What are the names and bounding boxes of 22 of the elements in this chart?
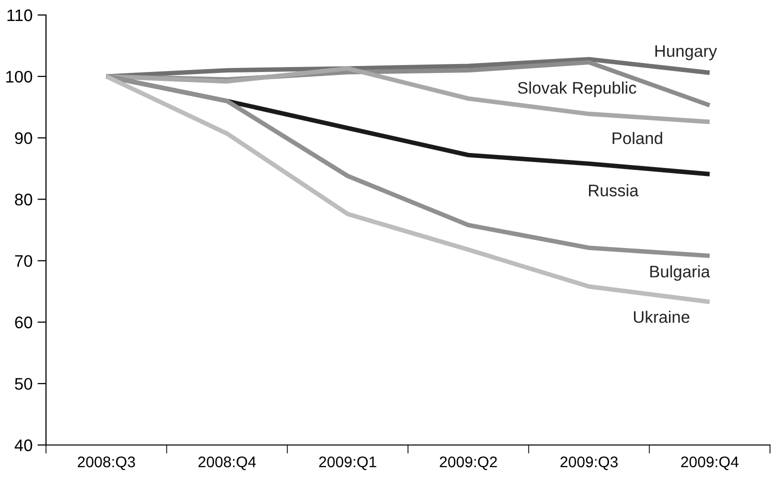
series-label: Russia [589,184,639,196]
x-tick-label: 2008:Q3 [78,456,135,470]
series-label: Poland [612,132,662,144]
x-tick-label: 2008:Q4 [198,456,256,470]
y-tick-label: 50 [14,378,32,390]
y-tick-label: 70 [15,255,32,267]
y-tick-label: 100 [6,70,32,83]
y-tick-label: 80 [14,194,32,206]
series-label: Slovak Republic [518,82,636,98]
series-label: Bulgaria [650,265,710,281]
x-tick-label: 2009:Q2 [440,456,497,470]
line-series [104,74,712,258]
series-label: Hungary [655,45,717,60]
series-label: Ukraine [634,310,690,323]
y-tick-label: 40 [14,439,32,452]
line-series [104,74,712,304]
y-tick-label: 60 [15,316,32,328]
x-tick-label: 2009:Q1 [319,456,376,470]
x-tick-label: 2009:Q4 [681,456,739,470]
y-tick-label: 90 [15,132,32,144]
x-tick-label: 2009:Q3 [560,456,618,470]
y-tick-label: 110 [8,9,32,22]
